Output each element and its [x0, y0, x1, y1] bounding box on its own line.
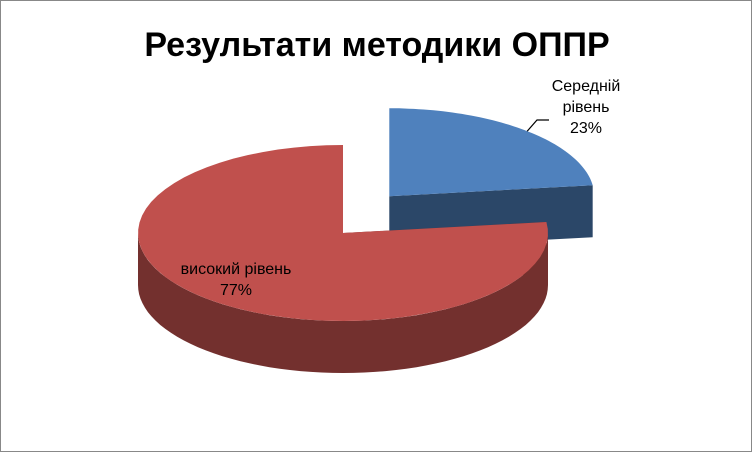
- chart-title: Результати методики ОППР: [144, 26, 609, 64]
- label-group: Середній рівень 23%: [536, 76, 636, 139]
- category-label: Середній рівень: [551, 78, 621, 116]
- slice-side: [138, 233, 548, 373]
- value-label: 23%: [569, 120, 603, 137]
- value-label: 77%: [219, 282, 253, 299]
- leader-line: [522, 119, 549, 137]
- slice: [138, 145, 548, 321]
- slice: [389, 108, 593, 197]
- label-group: високий рівень 77%: [151, 259, 321, 301]
- category-label: високий рівень: [180, 261, 292, 278]
